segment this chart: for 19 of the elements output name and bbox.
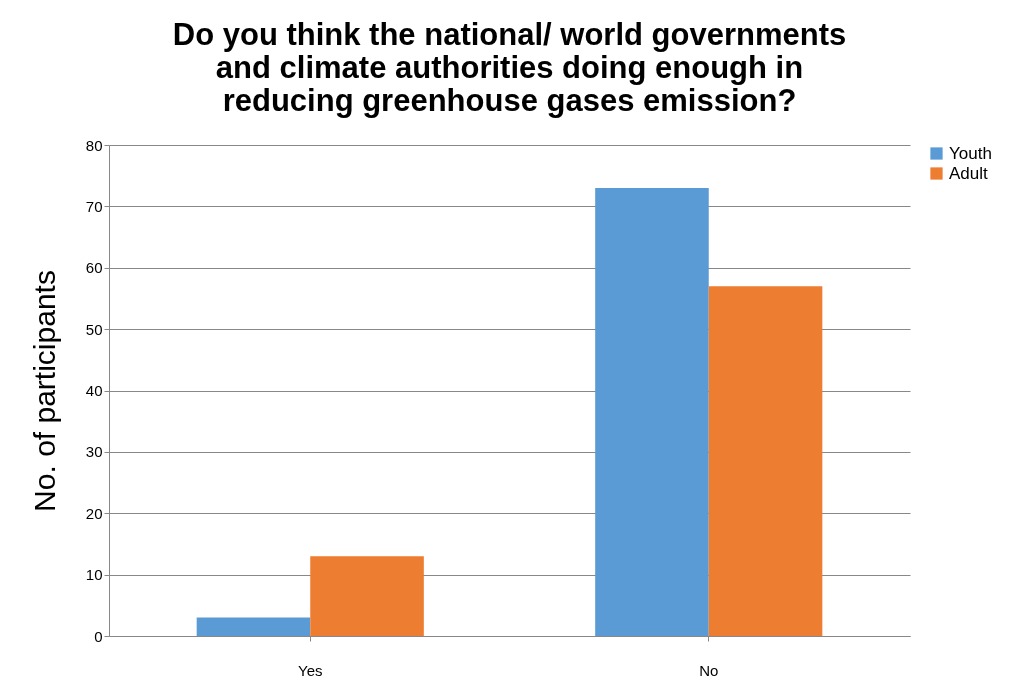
y-axis-title: No. of participants: [27, 270, 61, 512]
bar: [310, 556, 424, 636]
y-tick-label: 30: [85, 443, 103, 461]
y-tick-label: 40: [85, 382, 103, 399]
chart-title: Do you think the national/ world governments and climate authorities doing enough in reducing greenhouse gases emission?: [172, 17, 847, 118]
bar: [595, 187, 709, 636]
y-tick-label: 10: [85, 566, 103, 584]
y-tick-label: 0: [94, 627, 103, 645]
x-tick-label: Yes: [298, 661, 323, 679]
x-tick-label: No: [699, 661, 719, 679]
legend-label: Adult: [949, 163, 989, 183]
bar: [196, 617, 311, 636]
y-tick-label: 20: [85, 504, 103, 522]
y-tick-label: 80: [85, 136, 103, 154]
y-tick-label: 60: [85, 259, 103, 277]
y-tick-label: 50: [85, 320, 103, 338]
bar: [708, 286, 823, 636]
y-tick-label: 70: [85, 197, 103, 215]
legend-label: Youth: [949, 143, 992, 163]
